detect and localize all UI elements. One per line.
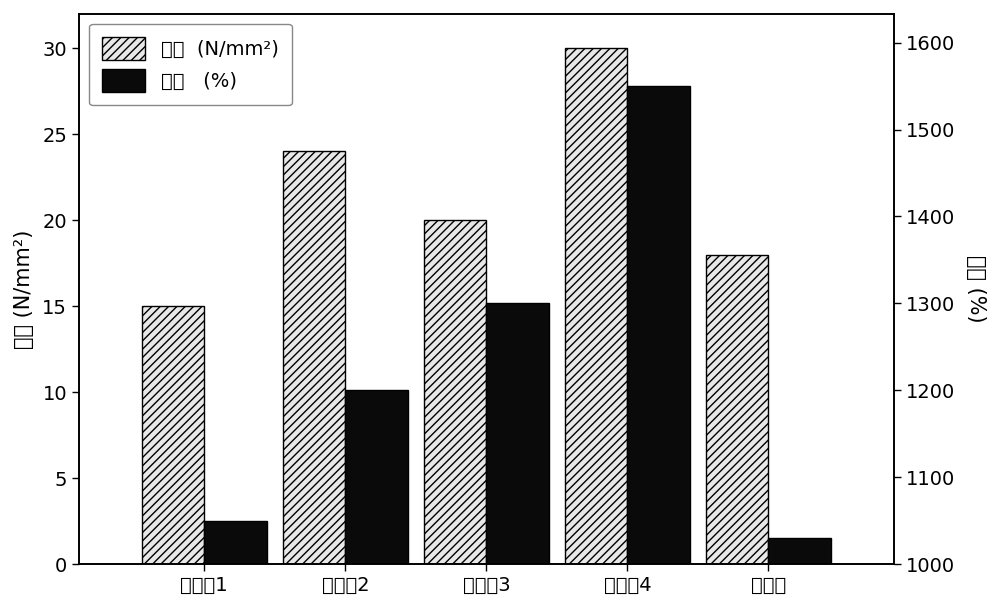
Bar	[768, 538, 831, 565]
Bar	[345, 390, 408, 565]
Bar	[486, 303, 549, 565]
Bar	[142, 306, 204, 565]
Bar	[283, 152, 345, 565]
Bar	[424, 220, 486, 565]
Legend: 应力  (N/mm²), 应变   (%): 应力 (N/mm²), 应变 (%)	[89, 24, 292, 105]
Y-axis label: 应力 (N/mm²): 应力 (N/mm²)	[14, 230, 34, 349]
Bar	[627, 86, 690, 565]
Bar	[565, 48, 627, 565]
Bar	[204, 521, 267, 565]
Bar	[706, 255, 768, 565]
Y-axis label: 应变 (%): 应变 (%)	[966, 255, 986, 323]
